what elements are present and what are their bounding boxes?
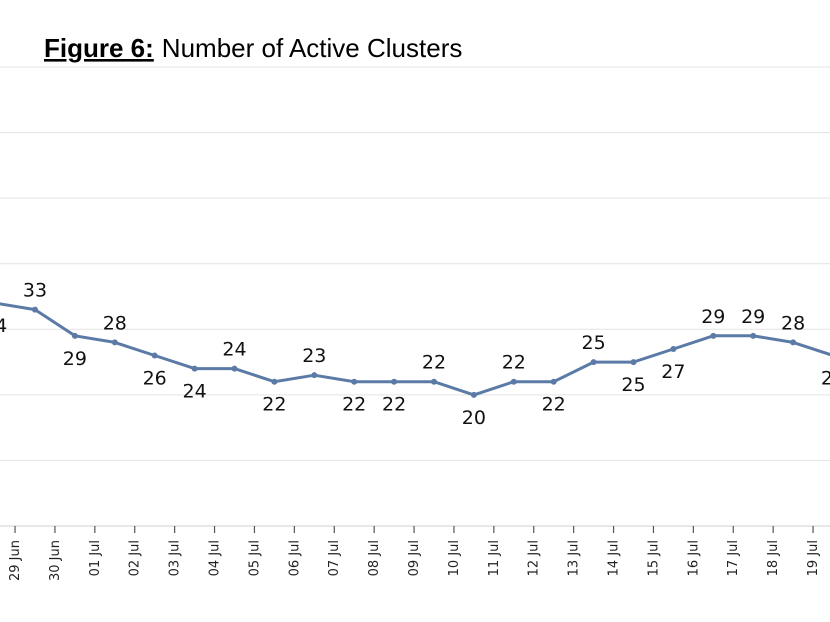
data-point (670, 345, 677, 352)
data-label: 22 (542, 394, 566, 416)
data-point (71, 332, 78, 339)
data-label: 29 (63, 348, 87, 370)
x-tick-label: 12 Jul (527, 540, 542, 576)
data-label: 26 (821, 368, 830, 390)
data-point (750, 332, 757, 339)
data-label: 24 (222, 339, 246, 361)
title-main: Number of Active Clusters (162, 33, 463, 63)
data-label: 28 (781, 312, 805, 334)
x-tick-label: 18 Jul (766, 540, 781, 576)
data-point (191, 365, 198, 372)
data-label: 20 (462, 407, 486, 429)
x-tick-label: 05 Jul (247, 540, 262, 576)
x-tick-label: 15 Jul (646, 540, 661, 576)
data-point (32, 306, 38, 313)
x-tick-label: 07 Jul (327, 540, 342, 576)
data-label: 25 (621, 374, 645, 396)
x-tick-label: 04 Jul (208, 540, 223, 576)
data-point (590, 359, 597, 366)
data-label: 27 (661, 361, 685, 383)
data-point (271, 378, 278, 385)
data-label: 22 (502, 352, 526, 374)
x-tick-label: 13 Jul (567, 540, 582, 576)
x-tick-label: 19 Jul (806, 540, 821, 576)
data-point (391, 378, 398, 385)
x-tick-label: 11 Jul (487, 540, 502, 576)
data-point (311, 372, 318, 379)
x-tick-label: 30 Jun (48, 540, 63, 581)
data-point (550, 378, 557, 385)
data-label: 26 (143, 368, 167, 390)
x-tick-label: 01 Jul (88, 540, 103, 576)
x-tick-label: 16 Jul (686, 540, 701, 576)
data-point (790, 339, 797, 346)
data-point (710, 332, 717, 339)
data-label: 29 (701, 306, 725, 328)
data-label: 22 (422, 352, 446, 374)
x-tick-label: 02 Jul (128, 540, 143, 576)
data-point (351, 378, 358, 385)
data-label: 22 (342, 394, 366, 416)
x-tick-label: 03 Jul (168, 540, 183, 576)
data-point (151, 352, 158, 359)
x-tick-label: 09 Jul (407, 540, 422, 576)
data-point (111, 339, 118, 346)
chart-title: Figure 6: Number of Active Clusters (44, 33, 462, 63)
data-label: 25 (582, 332, 606, 354)
data-label: 22 (262, 394, 286, 416)
data-label: 33 (23, 280, 47, 302)
x-tick-label: 29 Jun (8, 540, 23, 581)
data-label: 22 (382, 394, 406, 416)
data-label: 29 (741, 306, 765, 328)
x-tick-label: 06 Jul (287, 540, 302, 576)
data-label: 28 (103, 312, 127, 334)
data-label: 34 (0, 315, 7, 337)
data-point (510, 378, 517, 385)
data-label: 24 (183, 381, 207, 403)
x-tick-label: 10 Jul (447, 540, 462, 576)
data-point (470, 391, 477, 398)
x-tick-label: 14 Jul (607, 540, 622, 576)
data-point (231, 365, 238, 372)
x-tick-label: 08 Jul (367, 540, 382, 576)
data-point (431, 378, 437, 385)
data-point (630, 359, 637, 366)
data-line (0, 302, 830, 397)
x-tick-label: 17 Jul (726, 540, 741, 576)
title-prefix: Figure 6: (44, 33, 154, 63)
data-label: 23 (302, 345, 326, 367)
